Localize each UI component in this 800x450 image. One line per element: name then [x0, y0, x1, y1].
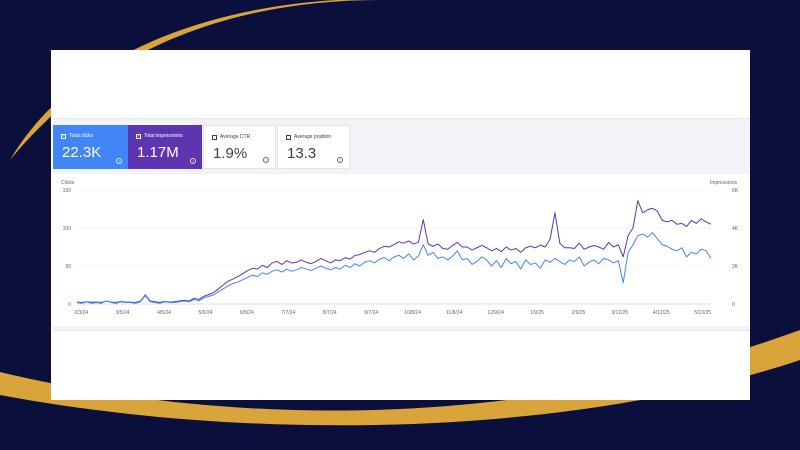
metric-card-impressions[interactable]: ✓ Total impressions 1.17M ?: [128, 125, 202, 169]
metric-value: 1.17M: [137, 144, 179, 161]
left-tick-label: 100: [63, 226, 72, 232]
checkbox-unchecked-icon[interactable]: [212, 134, 217, 140]
right-tick-label: 0: [732, 302, 735, 308]
right-axis-ticks: 6K 4K 2K 0: [732, 188, 739, 308]
x-tick-label: 2/3/24: [74, 310, 88, 316]
metric-label: Total impressions: [144, 133, 183, 139]
gold-swoosh-bottom: [0, 330, 800, 426]
right-tick-label: 4K: [732, 226, 739, 232]
x-tick-label: 1/9/25: [530, 310, 544, 316]
right-tick-label: 6K: [732, 188, 739, 194]
series-line-clicks: [76, 232, 712, 304]
x-tick-label: 12/9/24: [487, 310, 504, 316]
checkbox-unchecked-icon[interactable]: [286, 134, 291, 140]
series-line-impressions: [76, 200, 712, 303]
x-tick-label: 5/6/24: [199, 310, 213, 316]
metric-label: Average CTR: [220, 134, 251, 140]
chart-grid: [77, 189, 711, 305]
left-tick-label: 150: [63, 188, 72, 194]
left-axis-title: Clicks: [61, 180, 75, 186]
metric-card-clicks[interactable]: ✓ Total clicks 22.3K ?: [53, 125, 128, 169]
checkbox-checked-icon[interactable]: ✓: [61, 133, 66, 139]
metric-card-position[interactable]: Average position 13.3 ?: [277, 125, 350, 169]
x-tick-label: 3/12/25: [611, 310, 628, 316]
performance-chart-container: Clicks Impressions 150 100 50 0 6K 4K 2K 0 2/3…: [53, 174, 750, 326]
right-tick-label: 2K: [732, 264, 739, 270]
x-tick-label: 6/5/24: [240, 310, 254, 316]
x-tick-label: 4/5/24: [157, 310, 171, 316]
x-tick-label: 5/13/25: [694, 310, 711, 316]
metric-value: 1.9%: [213, 145, 248, 162]
checkbox-checked-icon[interactable]: ✓: [136, 133, 141, 139]
chart-series: [76, 200, 712, 304]
metric-card-ctr[interactable]: Average CTR 1.9% ?: [203, 125, 276, 169]
help-icon[interactable]: ?: [190, 158, 196, 164]
x-tick-label: 3/5/24: [116, 310, 130, 316]
x-tick-label: 9/7/24: [364, 310, 378, 316]
x-tick-label: 4/12/25: [653, 310, 670, 316]
help-icon[interactable]: ?: [116, 158, 122, 164]
performance-chart: Clicks Impressions 150 100 50 0 6K 4K 2K 0 2/3…: [61, 180, 739, 316]
x-axis-ticks: 2/3/24 3/5/24 4/5/24 5/6/24 6/5/24 7/7/24 8/7/…: [74, 310, 711, 316]
metric-value: 13.3: [287, 145, 317, 162]
x-tick-label: 11/8/24: [446, 310, 463, 316]
help-icon[interactable]: ?: [337, 157, 343, 163]
left-axis-ticks: 150 100 50 0: [63, 188, 72, 308]
x-tick-label: 2/9/25: [571, 310, 585, 316]
x-tick-label: 8/7/24: [323, 310, 337, 316]
left-tick-label: 50: [65, 264, 71, 270]
x-tick-label: 7/7/24: [281, 310, 295, 316]
metric-label: Total clicks: [69, 133, 94, 139]
metric-value: 22.3K: [62, 144, 102, 161]
x-tick-label: 10/8/24: [404, 310, 421, 316]
right-axis-title: Impressions: [710, 180, 737, 186]
help-icon[interactable]: ?: [263, 157, 269, 163]
left-tick-label: 0: [68, 302, 71, 308]
metric-label: Average position: [294, 134, 332, 140]
